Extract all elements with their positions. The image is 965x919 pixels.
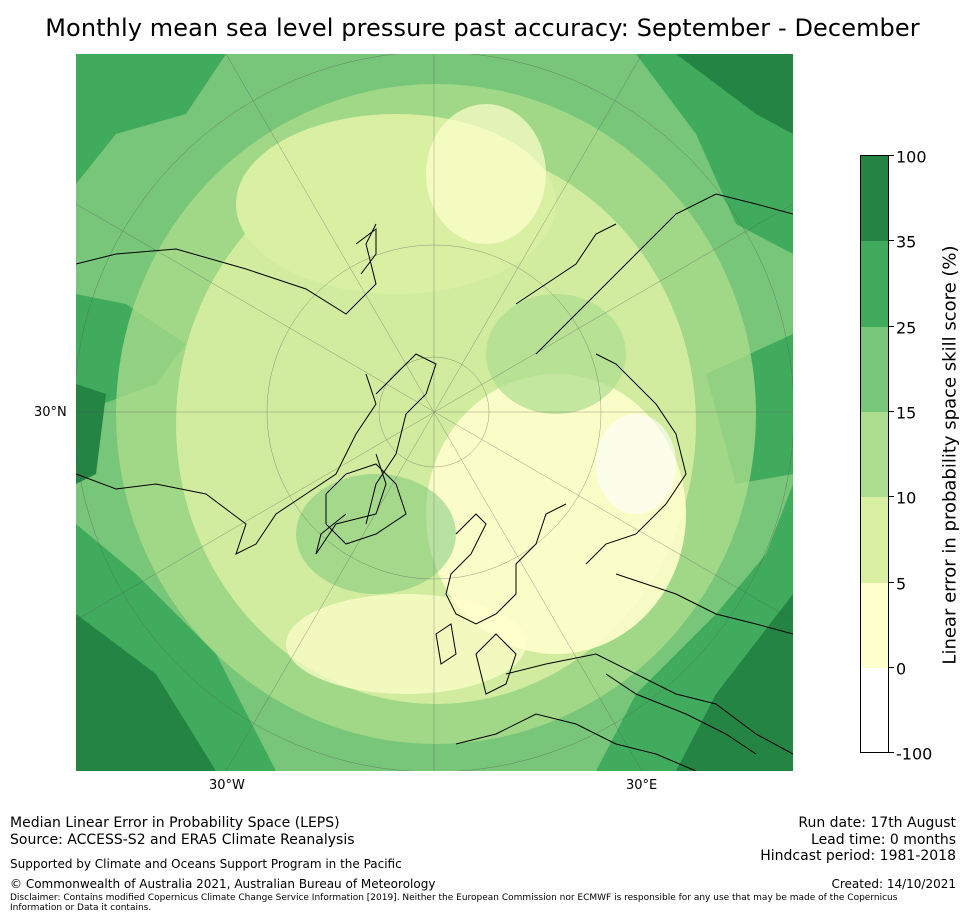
region-darkest xyxy=(76,614,216,771)
colorbar-tick-label: 0 xyxy=(896,659,907,679)
region-lightest xyxy=(286,594,526,694)
latitude-label-30n: 30°N xyxy=(34,405,67,420)
hindcast-period-text: Hindcast period: 1981-2018 xyxy=(760,848,956,864)
colorbar-tick-label: 100 xyxy=(896,147,927,167)
colorbar-tick-mark xyxy=(889,240,894,241)
source-text: Source: ACCESS-S2 and ERA5 Climate Reana… xyxy=(10,832,355,848)
colorbar-tick-mark xyxy=(889,326,894,327)
region-darkest xyxy=(676,54,793,134)
region-dark xyxy=(76,54,226,184)
region-lightest xyxy=(426,104,546,244)
created-date-text: Created: 14/10/2021 xyxy=(831,877,956,891)
colorbar-segment-100 xyxy=(861,156,888,241)
page-title: Monthly mean sea level pressure past acc… xyxy=(45,14,920,42)
skill-score-map xyxy=(76,54,793,771)
colorbar-segment-15 xyxy=(861,412,888,497)
longitude-label-30e: 30°E xyxy=(626,778,658,793)
colorbar-tick-mark xyxy=(889,496,894,497)
colorbar-tick-mark xyxy=(889,667,894,668)
colorbar-tick-label: 10 xyxy=(896,488,917,508)
colorbar-tick-label: 25 xyxy=(896,318,917,338)
coastlines xyxy=(76,193,793,771)
graticule xyxy=(76,54,793,771)
region-mid-light xyxy=(486,294,626,414)
support-text: Supported by Climate and Oceans Support … xyxy=(10,857,402,871)
method-text: Median Linear Error in Probability Space… xyxy=(10,815,340,831)
colorbar-tick-mark xyxy=(889,155,894,156)
lead-time-text: Lead time: 0 months xyxy=(811,832,956,848)
colorbar xyxy=(860,155,889,753)
colorbar-segment-10 xyxy=(861,497,888,583)
colorbar-segment-25 xyxy=(861,327,888,412)
run-date-text: Run date: 17th August xyxy=(798,815,956,831)
colorbar-tick-mark xyxy=(889,582,894,583)
colorbar-segment-5 xyxy=(861,583,888,668)
region-darkest xyxy=(76,384,106,484)
colorbar-tick-mark xyxy=(889,411,894,412)
polar-map xyxy=(76,54,793,771)
colorbar-tick-label: 5 xyxy=(896,574,907,594)
disclaimer-text: Disclaimer: Contains modified Copernicus… xyxy=(10,893,898,913)
colorbar-segment-0 xyxy=(861,668,888,752)
colorbar-tick-mark xyxy=(889,752,894,753)
region-white xyxy=(596,414,676,514)
colorbar-label: Linear error in probability space skill … xyxy=(939,245,961,665)
longitude-label-30w: 30°W xyxy=(209,778,245,793)
region-darkest xyxy=(676,594,793,771)
colorbar-tick-label: 35 xyxy=(896,232,917,252)
copyright-text: © Commonwealth of Australia 2021, Austra… xyxy=(10,877,436,891)
colorbar-tick-label: 15 xyxy=(896,403,917,423)
colorbar-segment-35 xyxy=(861,241,888,327)
colorbar-tick-label: -100 xyxy=(896,744,933,764)
